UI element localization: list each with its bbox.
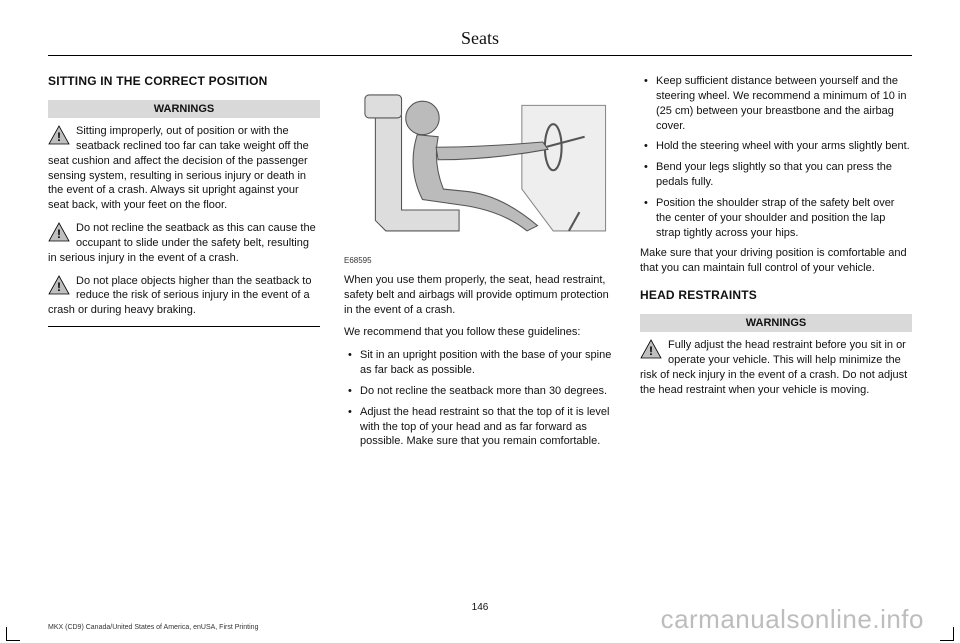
- paragraph: Make sure that your driving position is …: [640, 246, 912, 276]
- warning-triangle-icon: !: [640, 339, 662, 359]
- warnings-label: WARNINGS: [640, 314, 912, 332]
- section-heading-head-restraints: HEAD RESTRAINTS: [640, 288, 912, 302]
- header-rule: [48, 55, 912, 56]
- columns: SITTING IN THE CORRECT POSITION WARNINGS…: [48, 74, 912, 455]
- warning-item: ! Do not recline the seatback as this ca…: [48, 221, 320, 266]
- svg-text:!: !: [57, 130, 61, 144]
- paragraph: When you use them properly, the seat, he…: [344, 273, 616, 318]
- warning-text: Fully adjust the head restraint before y…: [640, 339, 907, 396]
- column-1: SITTING IN THE CORRECT POSITION WARNINGS…: [48, 74, 320, 455]
- guideline-list: Sit in an upright position with the base…: [344, 348, 616, 449]
- warnings-label: WARNINGS: [48, 100, 320, 118]
- guideline-list-cont: Keep sufficient distance between yoursel…: [640, 74, 912, 240]
- list-item: Bend your legs slightly so that you can …: [640, 160, 912, 190]
- warning-triangle-icon: !: [48, 222, 70, 242]
- footer-text: MKX (CD9) Canada/United States of Americ…: [48, 624, 258, 631]
- warning-triangle-icon: !: [48, 125, 70, 145]
- warning-triangle-icon: !: [48, 275, 70, 295]
- svg-text:!: !: [649, 344, 653, 358]
- paragraph: We recommend that you follow these guide…: [344, 325, 616, 340]
- list-item: Sit in an upright position with the base…: [344, 348, 616, 378]
- warning-text: Do not recline the seatback as this can …: [48, 222, 316, 264]
- warning-text: Sitting improperly, out of position or w…: [48, 125, 309, 211]
- column-2: E68595 When you use them properly, the s…: [344, 74, 616, 455]
- watermark: carmanualsonline.info: [661, 604, 924, 635]
- crop-mark-icon: [6, 627, 20, 641]
- list-item: Do not recline the seatback more than 30…: [344, 384, 616, 399]
- crop-mark-icon: [940, 627, 954, 641]
- column-3: Keep sufficient distance between yoursel…: [640, 74, 912, 455]
- svg-text:!: !: [57, 227, 61, 241]
- svg-text:!: !: [57, 280, 61, 294]
- section-heading-sitting: SITTING IN THE CORRECT POSITION: [48, 74, 320, 88]
- warnings-end-rule: [48, 326, 320, 327]
- list-item: Keep sufficient distance between yoursel…: [640, 74, 912, 133]
- warning-item: ! Fully adjust the head restraint before…: [640, 338, 912, 397]
- warning-item: ! Sitting improperly, out of position or…: [48, 124, 320, 213]
- seating-figure: [344, 74, 616, 252]
- warning-text: Do not place objects higher than the sea…: [48, 275, 311, 317]
- warning-item: ! Do not place objects higher than the s…: [48, 274, 320, 319]
- list-item: Hold the steering wheel with your arms s…: [640, 139, 912, 154]
- list-item: Position the shoulder strap of the safet…: [640, 196, 912, 241]
- list-item: Adjust the head restraint so that the to…: [344, 405, 616, 450]
- figure-label: E68595: [344, 256, 616, 265]
- chapter-title: Seats: [48, 28, 912, 49]
